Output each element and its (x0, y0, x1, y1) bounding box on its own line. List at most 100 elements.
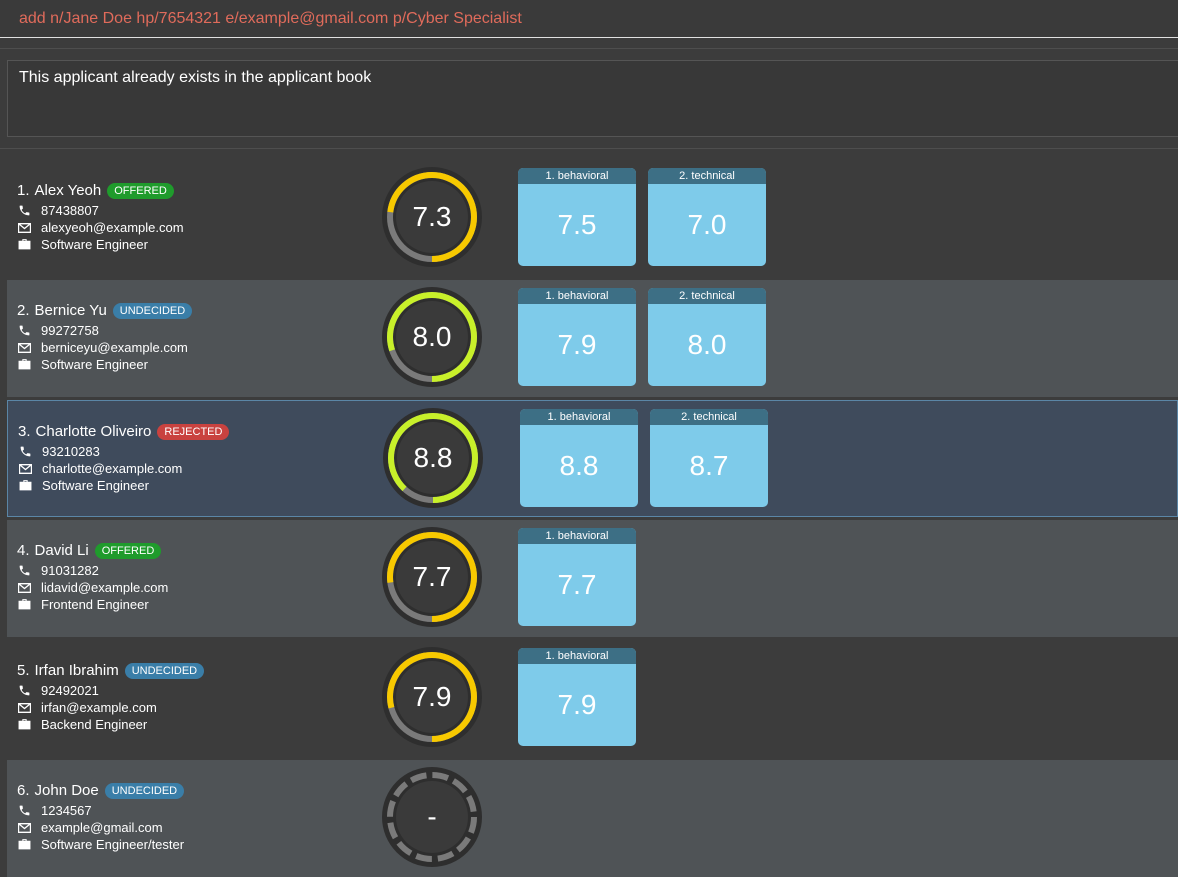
applicant-phone: 87438807 (41, 203, 99, 218)
phone-icon (17, 325, 31, 337)
applicant-position-row: Frontend Engineer (17, 597, 149, 612)
applicant-email-row: alexyeoh@example.com (17, 220, 184, 235)
rating-ring-track (387, 772, 477, 862)
applicant-index: 1. (17, 182, 30, 199)
interview-tile: 1. behavioral 8.8 (520, 409, 638, 507)
briefcase-icon (17, 359, 31, 371)
interview-label: 1. behavioral (518, 288, 636, 304)
interview-label: 1. behavioral (518, 168, 636, 184)
interview-tile: 1. behavioral 7.7 (518, 528, 636, 626)
applicant-email: berniceyu@example.com (41, 340, 188, 355)
email-icon (17, 342, 31, 354)
applicant-card[interactable]: 4. David Li OFFERED 91031282 lidavid@example… (7, 520, 1178, 637)
applicant-position: Frontend Engineer (41, 597, 149, 612)
applicant-phone: 99272758 (41, 323, 99, 338)
applicant-card[interactable]: 5. Irfan Ibrahim UNDECIDED 92492021 irfan@ex… (7, 640, 1178, 757)
applicant-name-line: 1. Alex Yeoh OFFERED (17, 182, 174, 199)
interview-label: 2. technical (648, 168, 766, 184)
applicant-index: 2. (17, 302, 30, 319)
applicant-email: lidavid@example.com (41, 580, 169, 595)
applicant-position-row: Software Engineer (17, 237, 148, 252)
applicant-name: Irfan Ibrahim (34, 662, 119, 679)
applicant-position-row: Software Engineer (18, 478, 149, 493)
interview-label: 1. behavioral (520, 409, 638, 425)
briefcase-icon (17, 719, 31, 731)
phone-icon (18, 446, 32, 458)
command-box[interactable]: add n/Jane Doe hp/7654321 e/example@gmai… (0, 0, 1178, 38)
applicant-email: irfan@example.com (41, 700, 157, 715)
briefcase-icon (17, 239, 31, 251)
applicant-name: Alex Yeoh (34, 182, 102, 199)
applicant-name: David Li (34, 542, 89, 559)
command-input[interactable]: add n/Jane Doe hp/7654321 e/example@gmai… (19, 10, 522, 27)
applicant-card[interactable]: 1. Alex Yeoh OFFERED 87438807 alexyeoh@examp… (7, 160, 1178, 277)
divider (0, 48, 1178, 49)
applicant-email-row: irfan@example.com (17, 700, 157, 715)
applicant-name: Charlotte Oliveiro (35, 423, 152, 440)
interview-score: 7.0 (687, 209, 727, 240)
rating-value: - (427, 801, 437, 832)
applicant-position: Software Engineer/tester (41, 837, 185, 852)
rating-ring-center (397, 422, 469, 494)
result-message: This applicant already exists in the app… (19, 69, 372, 86)
applicant-card[interactable]: 6. John Doe UNDECIDED 1234567 example@gmail.… (7, 760, 1178, 877)
email-icon (17, 582, 31, 594)
applicant-email: example@gmail.com (41, 820, 163, 835)
applicant-phone-row: 87438807 (17, 203, 99, 218)
briefcase-icon (17, 839, 31, 851)
interview-score: 8.7 (689, 450, 729, 481)
applicant-phone-row: 92492021 (17, 683, 99, 698)
applicant-phone-row: 91031282 (17, 563, 99, 578)
applicant-index: 6. (17, 782, 30, 799)
status-badge: OFFERED (107, 182, 174, 199)
applicant-email-row: example@gmail.com (17, 820, 163, 835)
rating-ring-center (396, 781, 468, 853)
divider (0, 148, 1178, 149)
interview-tile: 2. technical 8.0 (648, 288, 766, 386)
applicant-name: Bernice Yu (34, 302, 107, 319)
applicant-position-row: Software Engineer (17, 357, 148, 372)
interview-score: 7.7 (557, 569, 597, 600)
status-badge: REJECTED (157, 423, 230, 440)
applicant-position: Software Engineer (41, 357, 148, 372)
applicant-phone-row: 93210283 (18, 444, 100, 459)
applicant-email-row: berniceyu@example.com (17, 340, 188, 355)
applicant-card[interactable]: 2. Bernice Yu UNDECIDED 99272758 berniceyu@e… (7, 280, 1178, 397)
rating-ring-center (396, 541, 468, 613)
applicant-phone-row: 1234567 (17, 803, 92, 818)
interview-score: 8.0 (687, 329, 727, 360)
rating-ring (382, 647, 482, 747)
rating-value: 7.3 (412, 201, 452, 232)
applicant-card[interactable]: 3. Charlotte Oliveiro REJECTED 93210283 char… (7, 400, 1178, 517)
rating-ring (382, 167, 482, 267)
interview-tile: 1. behavioral 7.9 (518, 648, 636, 746)
rating-ring-center (396, 661, 468, 733)
interview-label: 2. technical (650, 409, 768, 425)
interview-tile: 1. behavioral 7.9 (518, 288, 636, 386)
applicant-name: John Doe (34, 782, 99, 799)
rating-ring (382, 767, 482, 867)
rating-value: 8.0 (412, 321, 452, 352)
rating-ring-center (396, 301, 468, 373)
applicant-position: Software Engineer (42, 478, 149, 493)
email-icon (17, 222, 31, 234)
briefcase-icon (18, 480, 32, 492)
email-icon (18, 463, 32, 475)
applicant-index: 3. (18, 423, 31, 440)
interview-tile: 2. technical 8.7 (650, 409, 768, 507)
interview-score: 7.5 (557, 209, 597, 240)
status-badge: OFFERED (94, 542, 162, 559)
interview-score: 7.9 (557, 689, 597, 720)
applicant-index: 5. (17, 662, 30, 679)
rating-ring (383, 408, 483, 508)
rating-ring-arc (387, 292, 477, 382)
applicant-position: Software Engineer (41, 237, 148, 252)
applicant-name-line: 3. Charlotte Oliveiro REJECTED (18, 423, 230, 440)
phone-icon (17, 685, 31, 697)
phone-icon (17, 565, 31, 577)
status-badge: UNDECIDED (104, 782, 185, 799)
briefcase-icon (17, 599, 31, 611)
applicant-email-row: lidavid@example.com (17, 580, 168, 595)
rating-ring (382, 287, 482, 387)
rating-ring-arc (388, 413, 478, 503)
